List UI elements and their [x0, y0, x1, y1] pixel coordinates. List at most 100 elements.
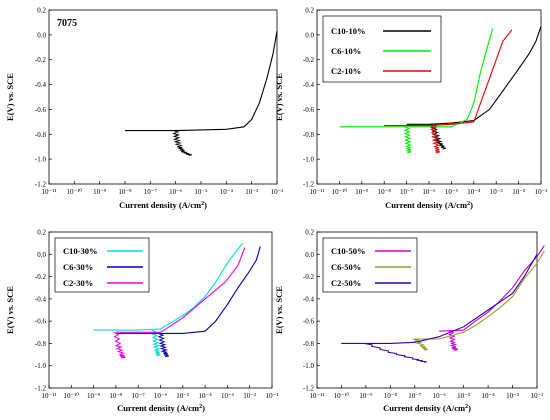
x-tick-label: 10⁻⁶ [154, 392, 168, 400]
y-tick-label: -1.2 [35, 385, 47, 393]
y-tick-label: -0.8 [303, 340, 315, 348]
x-tick-label: 10⁻⁸ [118, 188, 132, 196]
series-line [384, 29, 513, 127]
series-line [115, 246, 261, 334]
x-tick-label: 10⁻⁸ [109, 392, 123, 400]
legend-label: C6-30% [63, 262, 93, 272]
x-tick-label: 10⁻¹⁰ [332, 188, 348, 196]
panel-50-percent: E(V) vs. SCE Current density (A/cm2) -1.… [274, 229, 545, 413]
series-line [115, 247, 246, 333]
x-tick-label: 10⁻⁶ [433, 392, 447, 400]
x-tick-label: 10⁻⁴ [467, 188, 481, 196]
y-tick-label: -1.2 [303, 385, 315, 393]
x-tick-label: 10⁻² [531, 392, 544, 400]
x-tick-label: 10⁻¹¹ [310, 392, 325, 400]
legend-label: C10-50% [331, 246, 365, 256]
x-axis-label: Current density (A/cm2) [117, 403, 205, 413]
x-tick-label: 10⁻² [243, 392, 256, 400]
x-tick-label: 10⁻¹⁰ [63, 392, 79, 400]
y-tick-label: -0.8 [35, 131, 47, 139]
y-tick-label: -0.4 [35, 81, 47, 89]
series-line [93, 242, 244, 331]
series-lines [339, 26, 542, 154]
x-ticks: 10⁻¹¹ 10⁻¹⁰ 10⁻⁹ 10⁻⁸ 10⁻⁷ 10⁻⁶ 10⁻⁵ 10⁻⁴ 10⁻³ 10… [42, 181, 284, 196]
x-tick-label: 10⁻⁵ [457, 392, 471, 400]
y-ticks: -1.2 -1.0 -0.8 -0.6 -0.4 -0.2 0.0 0.2 [303, 7, 320, 189]
series-line [125, 31, 278, 132]
x-tick-label: 10⁻¹ [535, 188, 548, 196]
x-tick-label: 10⁻² [271, 188, 284, 196]
legend-label: C2-30% [63, 278, 93, 288]
y-tick-label: -1.2 [35, 181, 47, 189]
x-ticks: 10⁻¹¹ 10⁻¹⁰ 10⁻⁹ 10⁻⁸ 10⁻⁷ 10⁻⁶ 10⁻⁵ 10⁻⁴ 10⁻³ 10… [42, 385, 279, 400]
y-tick-label: -0.4 [35, 295, 47, 303]
x-tick-label: 10⁻⁹ [93, 188, 107, 196]
x-axis-label: Current density (A/cm2) [383, 403, 471, 413]
y-tick-label: -0.6 [303, 318, 315, 326]
y-tick-label: -0.6 [303, 106, 315, 114]
x-tick-label: 10⁻¹ [266, 392, 279, 400]
y-ticks: -1.2 -1.0 -0.8 -0.6 -0.4 -0.2 0.0 0.2 [35, 229, 52, 393]
y-axis-label: E(V) vs. SCE [274, 73, 284, 121]
plot-frame [48, 9, 278, 185]
y-tick-label: 0.2 [37, 7, 46, 15]
legend-label: C10-30% [63, 246, 97, 256]
x-tick-label: 10⁻⁹ [87, 392, 101, 400]
y-tick-label: 0.2 [305, 229, 314, 237]
y-tick-label: -1.0 [303, 362, 315, 370]
x-tick-label: 10⁻¹¹ [310, 188, 325, 196]
x-tick-label: 10⁻⁷ [144, 188, 158, 196]
x-tick-label: 10⁻⁵ [445, 188, 459, 196]
x-tick-label: 10⁻³ [490, 188, 503, 196]
y-tick-label: -1.0 [35, 156, 47, 164]
series-line [339, 28, 494, 128]
x-tick-label: 10⁻¹¹ [42, 392, 57, 400]
y-tick-label: 0.0 [37, 251, 46, 259]
y-tick-label: -0.6 [35, 106, 47, 114]
series-lines [125, 31, 278, 156]
y-tick-label: -0.2 [35, 56, 47, 64]
legend-label: C2-50% [331, 278, 361, 288]
x-tick-label: 10⁻⁴ [220, 188, 234, 196]
x-tick-label: 10⁻⁹ [355, 188, 369, 196]
plot-frame [316, 231, 538, 389]
series-line [414, 250, 545, 340]
legend-label: C10-10% [331, 26, 365, 36]
x-tick-label: 10⁻⁷ [132, 392, 146, 400]
x-tick-label: 10⁻⁷ [408, 392, 422, 400]
y-tick-label: -0.2 [35, 273, 47, 281]
x-tick-label: 10⁻¹¹ [42, 188, 57, 196]
cathodic-branch [412, 338, 428, 351]
panel-10-percent: E(V) vs. SCE Current density (A/cm2) -1.… [274, 7, 547, 211]
y-tick-label: 0.2 [37, 229, 46, 237]
x-tick-label: 10⁻⁹ [359, 392, 373, 400]
legend-label: C6-10% [331, 46, 361, 56]
cathodic-branch [430, 123, 447, 150]
series-line [341, 254, 538, 344]
cathodic-branch [172, 130, 192, 156]
cathodic-branch [157, 332, 170, 358]
x-tick-label: 10⁻⁸ [378, 188, 392, 196]
x-tick-label: 10⁻⁵ [194, 188, 208, 196]
x-tick-label: 10⁻⁴ [199, 392, 213, 400]
y-tick-label: -1.2 [303, 181, 315, 189]
y-tick-label: 0.0 [37, 31, 46, 39]
y-axis-label: E(V) vs. SCE [5, 73, 15, 121]
y-axis-label: E(V) vs. SCE [5, 286, 15, 334]
series-line [406, 26, 542, 125]
y-tick-label: -0.4 [303, 81, 315, 89]
series-lines [93, 242, 261, 359]
y-tick-label: 0.0 [305, 251, 314, 259]
y-tick-label: -0.6 [35, 318, 47, 326]
x-axis-label: Current density (A/cm2) [119, 200, 207, 210]
legend: C10-50% C6-50% C2-50% [322, 237, 418, 293]
series-lines [341, 245, 545, 363]
cathodic-branch [363, 342, 427, 363]
x-ticks: 10⁻¹¹ 10⁻¹⁰ 10⁻⁹ 10⁻⁸ 10⁻⁷ 10⁻⁶ 10⁻⁵ 10⁻⁴ 10⁻³ 10… [310, 385, 544, 400]
x-tick-label: 10⁻³ [221, 392, 234, 400]
cathodic-branch [430, 125, 441, 154]
x-tick-label: 10⁻³ [245, 188, 258, 196]
y-tick-label: -0.2 [303, 273, 315, 281]
cathodic-branch [113, 331, 126, 359]
